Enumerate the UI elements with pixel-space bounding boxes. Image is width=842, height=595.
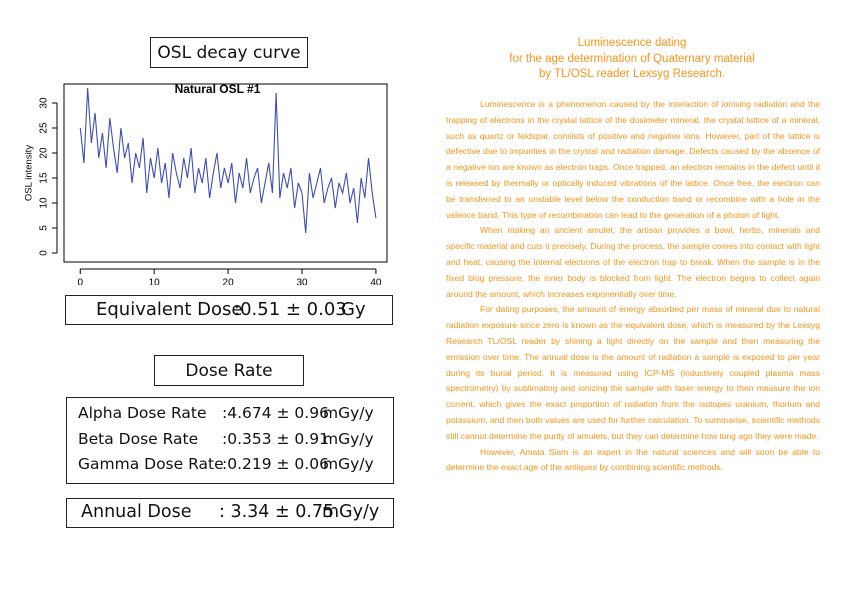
- equivalent-dose-box: Equivalent Dose :0.51 ± 0.03 Gy: [65, 295, 393, 325]
- y-tick-label: 10: [39, 197, 50, 209]
- dose-rate-value: :0.353 ± 0.91: [222, 429, 329, 448]
- curve-title-box: OSL decay curve: [150, 37, 308, 68]
- x-tick-label: 0: [77, 278, 83, 285]
- dose-rate-unit: mGy/y: [323, 455, 374, 473]
- dose-rate-title: Dose Rate: [185, 361, 273, 381]
- article-paragraph: Luminescence is a phenomenon caused by t…: [446, 99, 820, 220]
- y-tick-label: 5: [39, 225, 50, 231]
- dose-rate-label: Alpha Dose Rate: [78, 404, 207, 422]
- x-tick-label: 40: [370, 278, 382, 285]
- dose-rate-value: :4.674 ± 0.96: [222, 404, 329, 422]
- article-title-line: for the age determination of Quaternary …: [509, 52, 755, 65]
- article-title: Luminescence dating for the age determina…: [442, 36, 822, 83]
- dose-rate-title-box: Dose Rate: [154, 355, 304, 386]
- annual-dose-label: Annual Dose: [81, 502, 192, 522]
- dose-rate-label: Beta Dose Rate: [78, 429, 199, 448]
- data-line: [79, 87, 377, 234]
- y-tick-label: 0: [39, 250, 50, 256]
- chart-title: Natural OSL #1: [175, 82, 261, 96]
- x-tick-label: 30: [296, 278, 308, 285]
- dose-rate-value: :0.219 ± 0.06: [222, 455, 329, 473]
- annual-dose-box: Annual Dose : 3.34 ± 0.75 mGy/y: [66, 498, 394, 528]
- y-tick-label: 15: [39, 172, 50, 184]
- article-paragraph: However, Amata Siam is an expert in the …: [446, 446, 820, 473]
- dose-rate-label: Gamma Dose Rate: [78, 455, 224, 473]
- article-title-line: by TL/OSL reader Lexsyg Research.: [538, 68, 725, 80]
- x-tick-label: 10: [149, 278, 161, 285]
- equivalent-dose-unit: Gy: [341, 299, 366, 320]
- dose-rate-unit: mGy/y: [323, 404, 374, 422]
- curve-title: OSL decay curve: [157, 43, 301, 63]
- y-tick-label: 25: [39, 122, 50, 134]
- article-body: Luminescence is a phenomenon caused by t…: [446, 97, 820, 476]
- x-tick-label: 20: [223, 278, 235, 285]
- equivalent-dose-value: :0.51 ± 0.03: [234, 299, 347, 320]
- chart: Natural OSL #1 OSL intensity 0 10 20 30 40 0 5 10…: [24, 82, 388, 285]
- y-tick-label: 20: [39, 147, 50, 159]
- dose-rate-unit: mGy/y: [323, 429, 374, 448]
- article-title-line: Luminescence dating: [577, 37, 687, 49]
- annual-dose-unit: mGy/y: [322, 502, 380, 522]
- article-paragraph: For dating purposes, the amount of energ…: [446, 304, 820, 441]
- y-axis-label: OSL intensity: [24, 145, 35, 201]
- article-paragraph: When making an ancient amulet, the artis…: [446, 225, 820, 299]
- annual-dose-value: : 3.34 ± 0.75: [219, 502, 335, 522]
- dose-rate-box: Alpha Dose Rate:4.674 ± 0.96 mGy/y Beta Do…: [66, 397, 394, 484]
- plot-frame: [63, 83, 388, 263]
- y-tick-label: 30: [39, 97, 50, 109]
- equivalent-dose-label: Equivalent Dose: [96, 299, 243, 320]
